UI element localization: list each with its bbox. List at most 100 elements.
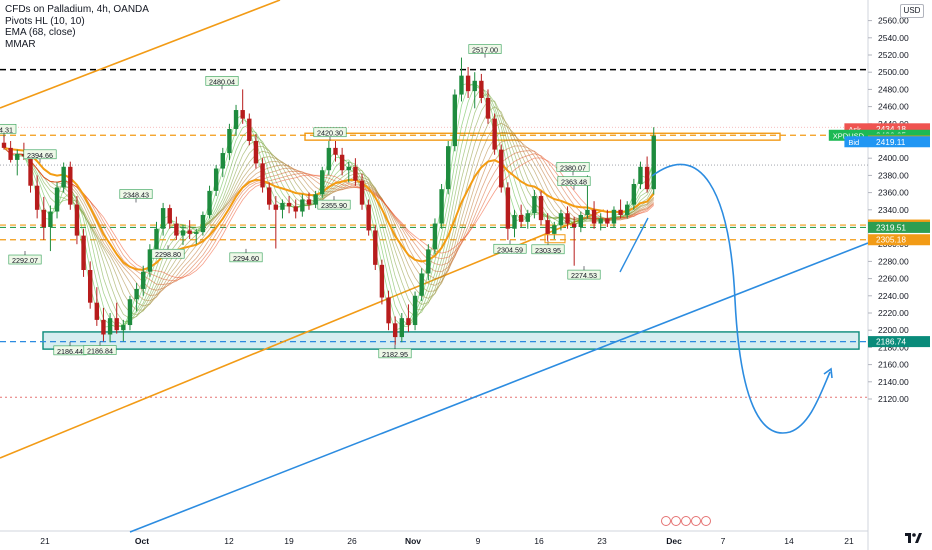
candle-body [154,228,159,250]
pivot-label-text: 2380.07 [560,163,586,172]
candle-body [233,110,239,129]
candle-body [591,209,597,224]
candle-body [525,213,530,222]
candle-body [286,202,292,207]
candle-body [512,214,517,229]
candle-body [472,80,477,92]
candle-body [386,297,391,324]
candle-body [373,230,378,265]
candle [207,185,212,219]
price-tag-value-box [868,336,930,348]
candle [187,220,192,240]
tradingview-logo-icon [905,533,922,543]
candle [320,166,325,198]
candle [346,161,351,183]
candle-body [346,166,351,171]
price-tag-label-box [844,136,868,148]
candle-body [94,302,100,320]
price-tag: Bid 2419.11 [844,136,930,148]
candle-body [439,189,444,224]
pivot-label: 2348.43 [119,189,153,203]
candle-body [253,141,259,164]
pivot-label-text: 2303.95 [535,246,561,255]
x-tick-label: Nov [405,536,421,546]
candle [545,213,550,241]
candle [631,178,637,210]
candle-body [54,187,60,212]
candle-body [353,166,358,181]
resistance-zone [304,132,781,141]
candle [339,147,345,176]
candle-body [74,204,80,236]
event-dot [671,516,681,526]
candle-body [127,299,133,326]
price-tag-value-box [868,123,930,135]
pivot-label-text: 2292.07 [12,256,38,265]
mmar-line [3,85,655,328]
pivot-label-text: 2348.43 [123,191,149,200]
currency-badge[interactable]: USD [900,4,924,18]
candle [386,290,391,331]
candle [68,161,73,210]
pivot-label-text: 2394.66 [27,151,53,160]
candles [1,57,656,345]
candle-body [611,209,617,224]
candle-body [465,75,471,92]
candle-body [247,118,252,141]
candle-body [452,94,458,147]
candle-body [1,142,7,148]
candle [512,209,517,238]
pivot-label: 2274.53 [567,266,601,280]
x-tick-label: 14 [784,536,794,546]
pivot-label-text: 2480.04 [209,77,235,86]
price-tag-value-box [868,221,930,233]
demand-zone [42,331,860,350]
candle [200,211,206,236]
candle-body [459,75,464,95]
candle [499,144,504,193]
event-dot [681,516,691,526]
candle-body [366,204,371,231]
y-tick-label: 2540.00 [878,33,909,43]
pivot-label: 2380.07 [556,162,590,176]
mmar-line [3,100,655,319]
candle-body [306,199,312,205]
price-tag-value: 2419.11 [876,137,906,147]
candle-body [213,168,219,191]
pivot-label-text: 2186.84 [87,347,113,356]
candle [141,265,146,296]
candle [213,165,219,197]
candle [419,268,424,301]
candle [459,57,464,102]
candle [366,199,371,236]
projection-arrow-icon [823,367,833,379]
pivot-label: 24.31 [0,123,17,138]
candle [379,259,385,305]
y-tick-label: 2500.00 [878,67,909,77]
pivot-label-text: 2186.44 [57,347,83,356]
pivot-label-text: 2298.80 [155,250,181,259]
candle [160,202,166,236]
candle [194,228,199,245]
candle [280,199,285,219]
indicator-pivots: Pivots HL (10, 10) [5,15,85,27]
candle [41,196,46,240]
candle-body [160,208,166,229]
candle [114,302,119,334]
candle-body [174,223,179,236]
pivot-label: 2420.30 [313,127,347,141]
candle [87,261,93,309]
candle [552,221,557,240]
candle-body [598,218,603,224]
indicator-mmar: MMAR [5,38,36,50]
candle [399,313,404,343]
pivot-label-text: 2294.60 [233,254,259,263]
candle [220,147,225,178]
chart-title: CFDs on Palladium, 4h, OANDA [5,4,149,15]
candle [74,196,80,245]
pivot-label-text: 2304.59 [497,245,523,254]
candle-body [406,318,411,326]
candle [240,89,245,124]
